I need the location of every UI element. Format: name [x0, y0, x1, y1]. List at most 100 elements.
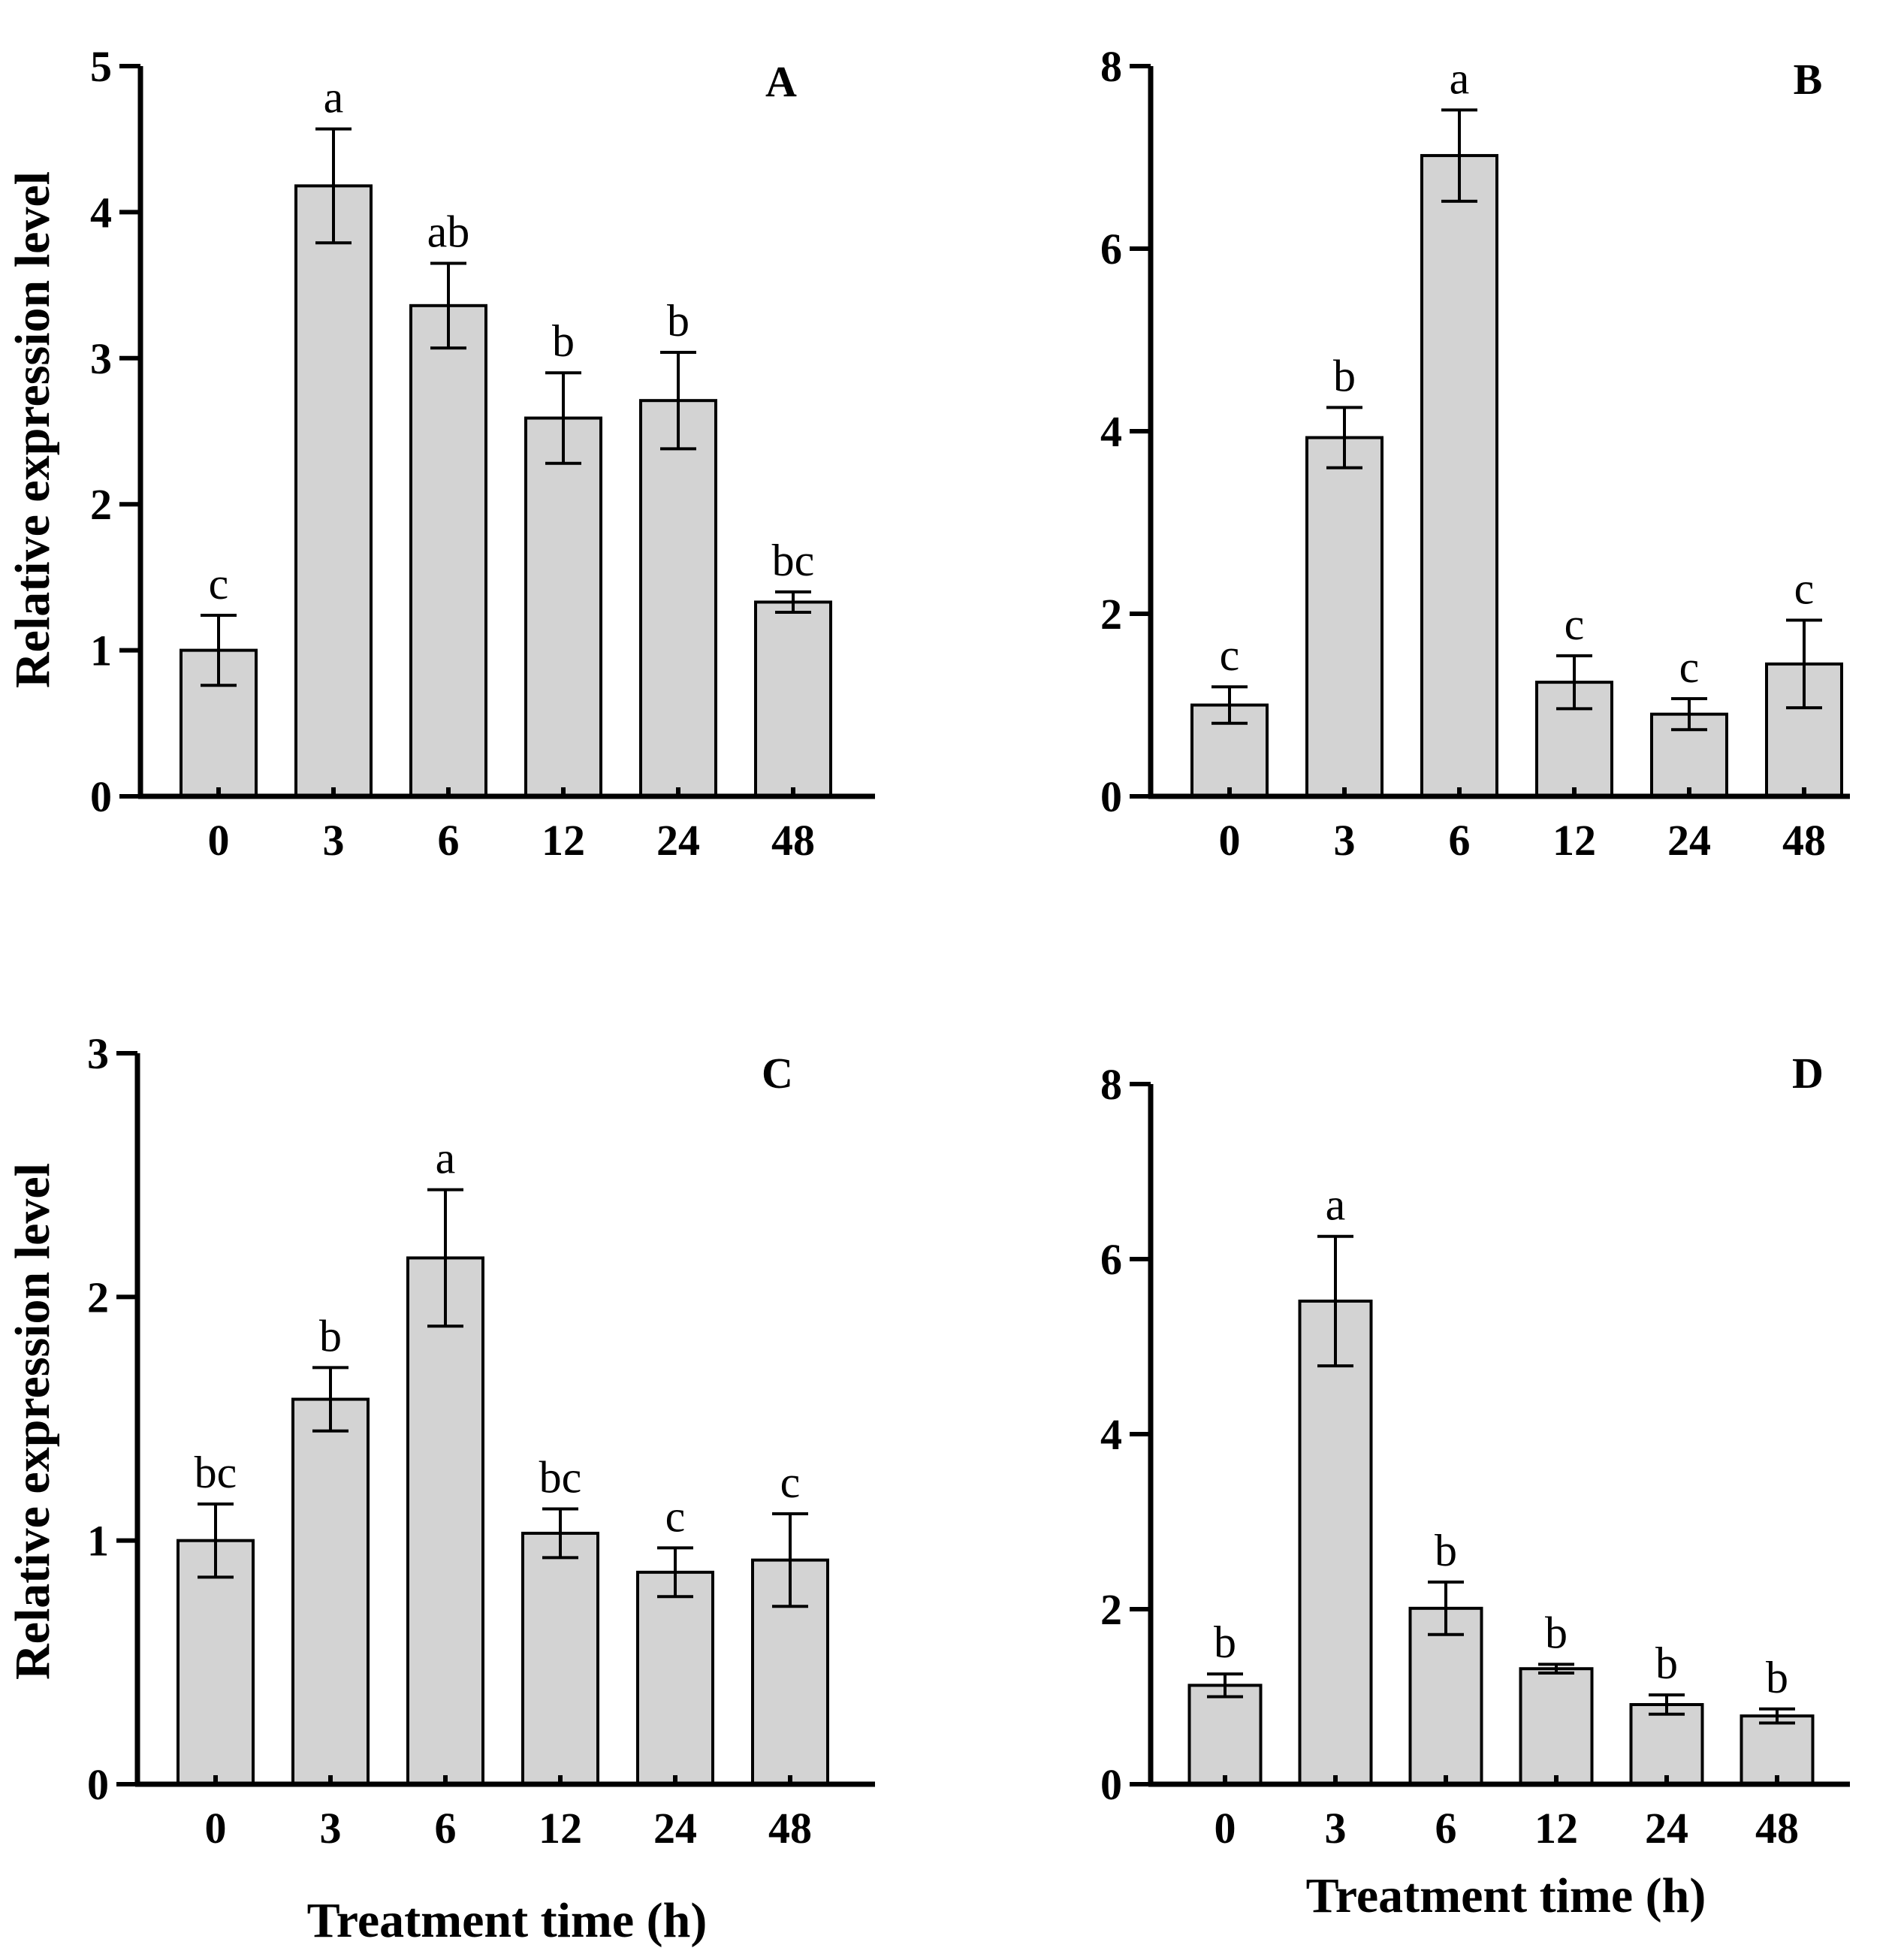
panel-d-y-tick-label: 4: [1100, 1410, 1122, 1459]
panel-b-y-tick-label: 0: [1100, 772, 1122, 821]
panel-b-significance-24h: c: [1679, 642, 1700, 692]
panel-b-bar-48h: [1765, 662, 1843, 799]
panel-a-error-bar-3h: [315, 127, 352, 245]
panel-c-y-tick-label: 2: [87, 1273, 109, 1321]
panel-c-significance-12h: bc: [539, 1453, 582, 1503]
panel-d-error-bar-6h: [1428, 1580, 1464, 1636]
panel-b-x-tick-label: 24: [1667, 816, 1711, 865]
panel-c-error-bar-12h: [542, 1507, 578, 1560]
panel-b-error-bar-48h: [1786, 618, 1822, 710]
panel-a-bar-12h: [524, 416, 602, 799]
panel-c-error-bar-48h: [772, 1512, 808, 1608]
panel-c-bar-24h: [636, 1570, 714, 1786]
panel-d-y-tick-label: 8: [1100, 1060, 1122, 1109]
panel-b-x-tick-label: 12: [1552, 816, 1596, 865]
panel-d-x-tick-label: 24: [1645, 1804, 1688, 1853]
panel-a-bar-6h: [409, 304, 487, 799]
panel-c-error-bar-6h: [427, 1188, 463, 1328]
panel-c-error-bar-24h: [657, 1546, 693, 1599]
panel-d-y-tick-label: 6: [1100, 1235, 1122, 1284]
panel-d-xlabel: Treatment time (h): [1306, 1868, 1706, 1923]
panel-b-x-tick-label: 6: [1449, 816, 1471, 865]
panel-c-y-tick-label: 0: [87, 1760, 109, 1809]
panel-a-error-bar-6h: [430, 261, 466, 350]
panel-d-x-tick-label: 3: [1325, 1804, 1347, 1853]
panel-d-bar-3h: [1298, 1299, 1373, 1786]
panel-a-significance-3h: a: [324, 73, 344, 122]
panel-c-ylabel: Relative expression level: [5, 1163, 60, 1680]
panel-c-significance-6h: a: [436, 1134, 456, 1183]
panel-c-x-tick-label: 3: [320, 1804, 342, 1853]
panel-a-label: A: [765, 57, 797, 106]
panel-a-x-tick-label: 24: [656, 816, 700, 865]
panel-b-error-bar-24h: [1671, 696, 1707, 732]
panel-c-xlabel: Treatment time (h): [307, 1893, 708, 1948]
panel-c-bar-6h: [406, 1256, 484, 1786]
panel-d-significance-6h: b: [1435, 1526, 1457, 1575]
panel-a-error-bar-12h: [545, 371, 581, 465]
panel-b-error-bar-6h: [1441, 108, 1477, 203]
panel-d-error-bar-24h: [1649, 1693, 1685, 1716]
panel-b-y-tick-label: 4: [1100, 407, 1122, 456]
panel-c-bar-12h: [521, 1531, 599, 1786]
panel-a-ylabel: Relative expression level: [5, 171, 60, 688]
panel-b-x-tick-label: 0: [1219, 816, 1241, 865]
panel-b-bar-6h: [1420, 154, 1498, 798]
panel-c-y-tick-label: 1: [87, 1517, 109, 1566]
panel-c-error-bar-3h: [312, 1366, 349, 1433]
panel-c-x-tick-label: 48: [768, 1804, 812, 1853]
panel-c-significance-24h: c: [665, 1491, 686, 1541]
panel-b-x-tick-label: 3: [1334, 816, 1356, 865]
panel-c-x-tick-label: 24: [653, 1804, 697, 1853]
panel-a-y-tick-label: 1: [90, 627, 112, 675]
panel-d-bar-24h: [1629, 1702, 1704, 1786]
panel-a-y-tick-label: 0: [90, 772, 112, 821]
panel-d-significance-0h: b: [1214, 1617, 1236, 1667]
panel-c-x-tick-label: 12: [539, 1804, 582, 1853]
panel-d-bar-0h: [1187, 1684, 1263, 1786]
panel-b-y-tick-label: 2: [1100, 590, 1122, 639]
panel-c-x-tick-label: 0: [205, 1804, 227, 1853]
panel-b-significance-0h: c: [1220, 630, 1240, 680]
panel-b-error-bar-0h: [1211, 685, 1248, 725]
panel-b-label: B: [1794, 55, 1823, 104]
panel-a-x-tick-label: 0: [208, 816, 230, 865]
panel-c-significance-48h: c: [780, 1457, 801, 1507]
panel-d-bar-12h: [1519, 1667, 1594, 1786]
panel-a-x-tick-label: 6: [438, 816, 460, 865]
panel-d-x-tick-label: 48: [1755, 1804, 1799, 1853]
panel-a-error-bar-48h: [775, 590, 811, 615]
panel-d-significance-12h: b: [1545, 1608, 1568, 1657]
panel-a-y-tick-label: 3: [90, 334, 112, 383]
panel-c-significance-0h: bc: [195, 1448, 237, 1497]
panel-a-x-tick-label: 48: [771, 816, 815, 865]
panel-d-y-tick-label: 2: [1100, 1585, 1122, 1634]
panel-a-bar-3h: [294, 184, 373, 798]
panel-c-significance-3h: b: [319, 1311, 342, 1361]
panel-b-x-tick-label: 48: [1782, 816, 1826, 865]
panel-b-significance-3h: b: [1333, 351, 1356, 400]
panel-a-x-tick-label: 3: [323, 816, 345, 865]
panel-d-x-tick-label: 12: [1534, 1804, 1578, 1853]
panel-b-error-bar-12h: [1556, 654, 1592, 711]
panel-b-y-tick-label: 8: [1100, 42, 1122, 91]
panel-a-significance-0h: c: [209, 559, 229, 609]
panel-c-y-tick-label: 3: [87, 1029, 109, 1078]
panel-a-y-tick-label: 4: [90, 188, 112, 237]
panel-d-bar-6h: [1408, 1606, 1483, 1786]
panel-a-y-tick-label: 5: [90, 42, 112, 91]
panel-a-bar-48h: [754, 600, 832, 798]
panel-a-bar-24h: [639, 399, 717, 798]
panel-c-x-tick-label: 6: [435, 1804, 457, 1853]
panel-b-error-bar-3h: [1326, 406, 1362, 470]
panel-a-significance-48h: bc: [772, 536, 815, 585]
panel-a-error-bar-24h: [660, 351, 696, 451]
panel-b-bar-3h: [1305, 436, 1383, 798]
panel-d-x-tick-label: 6: [1435, 1804, 1457, 1853]
panel-d-significance-3h: a: [1326, 1180, 1346, 1230]
panel-c-bar-3h: [291, 1397, 370, 1786]
panel-d-error-bar-3h: [1317, 1234, 1353, 1368]
